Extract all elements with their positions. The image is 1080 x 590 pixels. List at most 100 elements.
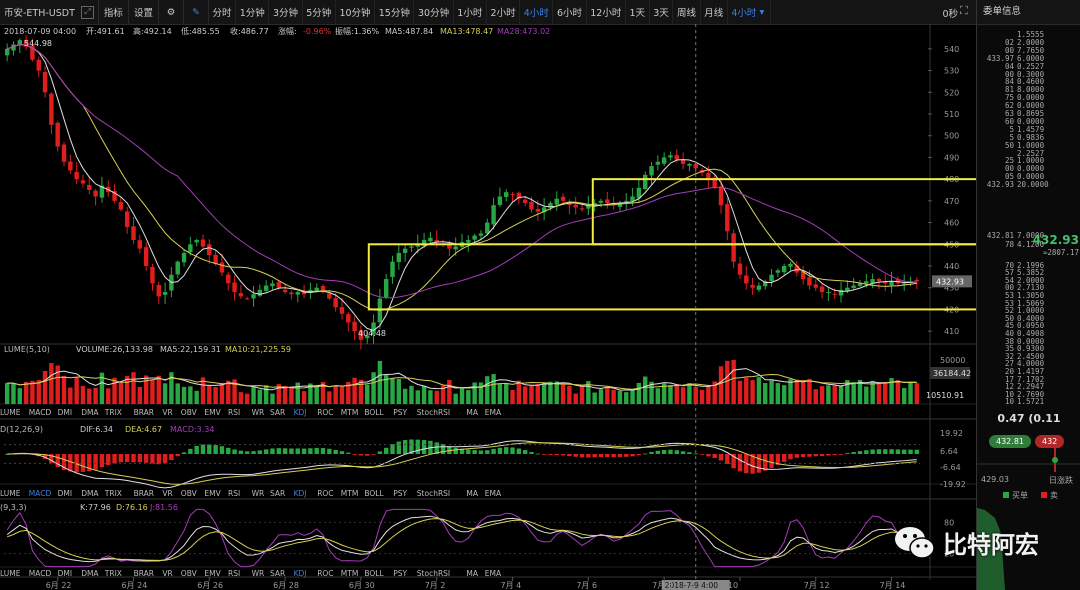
macd-tab-0[interactable]: LUME	[0, 489, 21, 498]
settings-button[interactable]: 设置	[129, 0, 159, 24]
kdj-tab-9[interactable]: RSI	[228, 569, 240, 578]
macd-tab-5[interactable]: BRAR	[134, 489, 154, 498]
timeframe-4[interactable]: 10分钟	[336, 0, 376, 24]
pen-icon[interactable]: ✎	[184, 0, 209, 24]
order-row[interactable]: 84 0.4600	[977, 78, 1080, 87]
vol-tab-1[interactable]: MACD	[29, 408, 52, 417]
buy-price-pill[interactable]: 432.81	[989, 435, 1031, 448]
vol-tab-19[interactable]: EMA	[485, 408, 502, 417]
timeframe-select[interactable]: 4小时 ▾	[728, 0, 772, 24]
macd-tab-6[interactable]: VR	[162, 489, 172, 498]
macd-tab-10[interactable]: WR	[252, 489, 265, 498]
kdj-tab-2[interactable]: DMI	[58, 569, 72, 578]
timeframe-10[interactable]: 6小时	[553, 0, 587, 24]
order-row[interactable]: 00 0.3000	[977, 70, 1080, 80]
order-row[interactable]: 2.2527	[977, 149, 1080, 159]
kdj-tab-16[interactable]: PSY	[393, 569, 407, 578]
order-row[interactable]: 05 0.0000	[977, 173, 1080, 182]
vol-tab-6[interactable]: VR	[162, 408, 172, 417]
kdj-tab-18[interactable]: MA	[466, 569, 478, 578]
order-row[interactable]: 32 2.4500	[977, 352, 1080, 362]
order-row[interactable]: 00 7.7650	[977, 46, 1080, 56]
timeframe-14[interactable]: 周线	[673, 0, 701, 24]
order-row[interactable]: 04 0.2527	[977, 62, 1080, 72]
vol-tab-3[interactable]: DMA	[81, 408, 99, 417]
order-row[interactable]: 40 0.4908	[977, 329, 1080, 339]
order-row[interactable]: 63 0.8695	[977, 109, 1080, 119]
vol-tab-16[interactable]: PSY	[393, 408, 407, 417]
order-row[interactable]: 50 0.4000	[977, 314, 1080, 324]
timeframe-3[interactable]: 5分钟	[303, 0, 336, 24]
order-row[interactable]: 75 0.0000	[977, 94, 1080, 103]
timeframe-2[interactable]: 3分钟	[269, 0, 303, 24]
order-row[interactable]: 81 8.0000	[977, 86, 1080, 95]
expand-icon[interactable]: ⤢	[80, 5, 94, 19]
macd-tab-7[interactable]: OBV	[181, 489, 198, 498]
timeframe-0[interactable]: 分时	[209, 0, 237, 24]
order-row[interactable]: 5 1.4579	[977, 125, 1080, 135]
timeframe-5[interactable]: 15分钟	[375, 0, 415, 24]
order-row[interactable]: 62 0.0000	[977, 101, 1080, 111]
kdj-tab-6[interactable]: VR	[162, 569, 172, 578]
macd-tab-2[interactable]: DMI	[58, 489, 72, 498]
order-row[interactable]: 12 2.2947	[977, 383, 1080, 392]
order-row[interactable]: 17 7.1702	[977, 375, 1080, 385]
timeframe-7[interactable]: 1小时	[454, 0, 487, 24]
order-row[interactable]: 5 0.9836	[977, 133, 1080, 143]
macd-tab-14[interactable]: MTM	[341, 489, 359, 498]
macd-tab-11[interactable]: SAR	[270, 489, 285, 498]
vol-tab-11[interactable]: SAR	[270, 408, 285, 417]
kdj-tab-3[interactable]: DMA	[81, 569, 99, 578]
macd-tab-18[interactable]: MA	[466, 489, 478, 498]
timeframe-6[interactable]: 30分钟	[414, 0, 454, 24]
macd-tab-17[interactable]: StochRSI	[417, 489, 450, 498]
fullscreen-icon[interactable]: ⛶	[960, 4, 968, 17]
vol-tab-12[interactable]: KDJ	[294, 408, 307, 417]
macd-tab-3[interactable]: DMA	[81, 489, 99, 498]
order-row[interactable]: 60 0.0000	[977, 117, 1080, 127]
macd-tab-13[interactable]: ROC	[317, 489, 333, 498]
order-row[interactable]: 53 1.3050	[977, 291, 1080, 301]
order-row[interactable]: 35 0.9300	[977, 345, 1080, 354]
macd-tab-15[interactable]: BOLL	[364, 489, 384, 498]
vol-tab-2[interactable]: DMI	[58, 408, 72, 417]
macd-tab-19[interactable]: EMA	[485, 489, 502, 498]
kdj-tab-19[interactable]: EMA	[485, 569, 502, 578]
order-row[interactable]: 53 1.5069	[977, 299, 1080, 309]
vol-tab-15[interactable]: BOLL	[364, 408, 384, 417]
order-row[interactable]: 1.5555	[977, 30, 1080, 40]
vol-tab-13[interactable]: ROC	[317, 408, 333, 417]
macd-tab-4[interactable]: TRIX	[104, 489, 122, 498]
timeframe-8[interactable]: 2小时	[487, 0, 521, 24]
order-row[interactable]: 00 0.0000	[977, 165, 1080, 174]
kdj-tab-13[interactable]: ROC	[317, 569, 333, 578]
timeframe-11[interactable]: 12小时	[587, 0, 626, 24]
timeframe-9[interactable]: 4小时	[520, 0, 554, 24]
order-row[interactable]: 25 1.0000	[977, 157, 1080, 166]
timeframe-13[interactable]: 3天	[650, 0, 674, 24]
order-row[interactable]: 50 1.0000	[977, 141, 1080, 151]
order-row[interactable]: 10 1.5721	[977, 398, 1080, 407]
timeframe-12[interactable]: 1天	[626, 0, 650, 24]
order-row[interactable]: 45 0.0950	[977, 322, 1080, 331]
order-row[interactable]: 20 1.4197	[977, 367, 1080, 377]
kdj-tab-17[interactable]: StochRSI	[417, 569, 450, 578]
vol-tab-4[interactable]: TRIX	[104, 408, 122, 417]
kdj-tab-0[interactable]: LUME	[0, 569, 21, 578]
order-row[interactable]: 70 2.1996	[977, 261, 1080, 271]
order-row[interactable]: 38 0.0000	[977, 337, 1080, 347]
kdj-tab-4[interactable]: TRIX	[104, 569, 122, 578]
symbol-selector[interactable]: 币安-ETH-USDT ⤢	[0, 0, 99, 24]
indicator-button[interactable]: 指标	[99, 0, 129, 24]
gear-icon[interactable]: ⚙	[159, 0, 184, 24]
vol-tab-7[interactable]: OBV	[181, 408, 198, 417]
kdj-tab-10[interactable]: WR	[252, 569, 265, 578]
vol-tab-10[interactable]: WR	[252, 408, 265, 417]
vol-tab-8[interactable]: EMV	[204, 408, 221, 417]
kdj-tab-11[interactable]: SAR	[270, 569, 285, 578]
order-row[interactable]: 54 2.0000	[977, 276, 1080, 286]
order-row[interactable]: 52 1.0000	[977, 307, 1080, 316]
macd-tab-1[interactable]: MACD	[29, 489, 52, 498]
kdj-tab-12[interactable]: KDJ	[294, 569, 307, 578]
macd-tab-8[interactable]: EMV	[204, 489, 221, 498]
